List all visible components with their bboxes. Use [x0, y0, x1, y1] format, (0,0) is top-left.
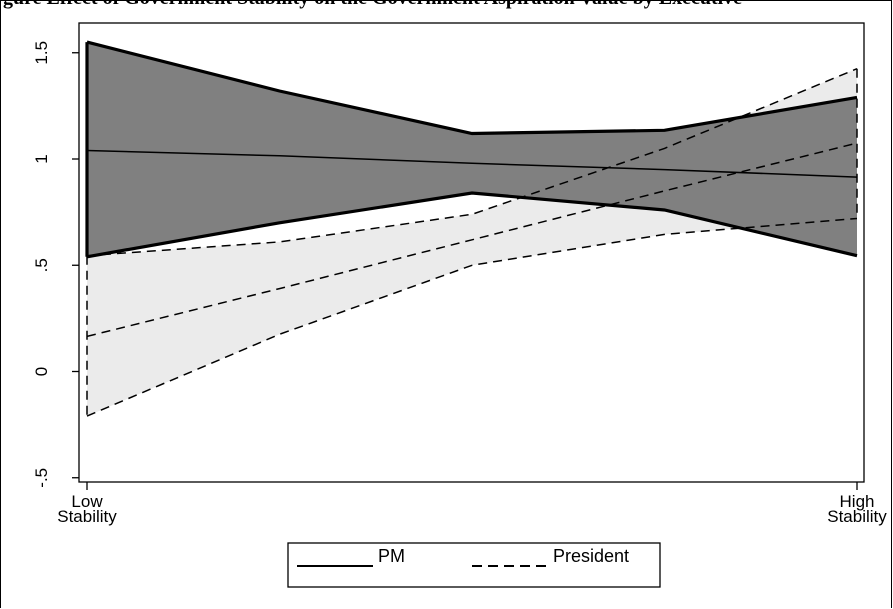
- legend-president-label: President: [553, 546, 629, 566]
- legend: PM President: [287, 542, 661, 588]
- series-lines: [85, 40, 858, 417]
- pm-lower-bound-line: [86, 191, 858, 259]
- confidence-bands: [87, 42, 857, 417]
- president-lower-bound-line: [86, 217, 858, 417]
- figure-caption: gure Effect of Government Stability on t…: [3, 0, 742, 10]
- y-tick-label: 0: [32, 367, 51, 376]
- y-tick-label: .5: [32, 258, 51, 272]
- pm-confidence-band: [87, 42, 857, 257]
- legend-pm-label: PM: [378, 546, 405, 566]
- y-tick-label: 1.5: [32, 41, 51, 65]
- x-tick-label: High: [840, 492, 875, 511]
- plot-area-border: [78, 22, 865, 483]
- x-tick-label: Stability: [57, 507, 117, 526]
- y-tick-label: -.5: [32, 468, 51, 488]
- y-axis: -.5 0 .5 1 1.5: [32, 41, 79, 488]
- president-upper-bound-line: [86, 68, 858, 257]
- pm-estimate-line: [86, 149, 858, 178]
- pm-upper-bound-line: [86, 40, 858, 136]
- x-tick-label: Low: [71, 492, 103, 511]
- y-tick-label: 1: [32, 154, 51, 163]
- president-estimate-line: [86, 142, 858, 338]
- x-tick-label: Stability: [827, 507, 887, 526]
